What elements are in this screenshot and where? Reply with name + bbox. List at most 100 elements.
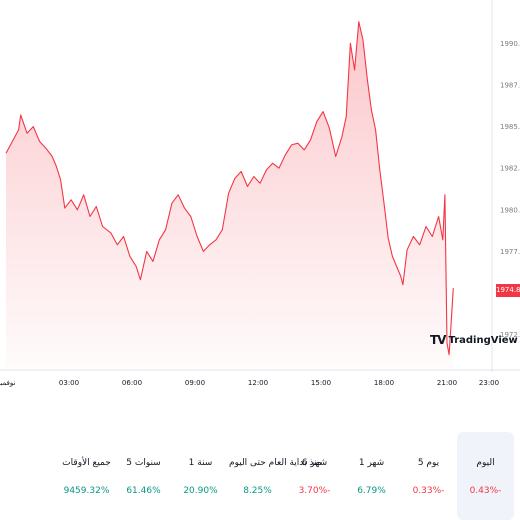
- data-point: [20, 114, 21, 115]
- data-point: [26, 133, 27, 134]
- data-point: [146, 251, 147, 252]
- data-point: [383, 203, 384, 204]
- data-point: [190, 216, 191, 217]
- chart-svg: 1990.00 1987.50 1985.00 1982.50 1980.00 1977.…: [0, 0, 520, 387]
- data-point: [358, 21, 359, 22]
- data-point: [215, 239, 216, 240]
- data-point: [64, 208, 65, 209]
- data-point: [140, 279, 141, 280]
- data-point: [329, 128, 330, 129]
- data-point: [407, 249, 408, 250]
- data-point: [285, 154, 286, 155]
- data-point: [413, 236, 414, 237]
- data-point: [375, 129, 376, 130]
- period-label: 5 يوم: [417, 458, 440, 468]
- data-point: [18, 129, 19, 130]
- time-axis-tick: 23:00: [479, 379, 499, 387]
- data-point: [316, 121, 317, 122]
- period-change-value: 3.70%-: [298, 486, 331, 496]
- period-label: 6 شهر: [301, 458, 328, 468]
- data-point: [89, 216, 90, 217]
- price-axis-tick: 1987.50: [500, 81, 520, 89]
- data-point: [304, 149, 305, 150]
- data-point: [442, 239, 443, 240]
- tradingview-logo-icon: TV: [430, 333, 447, 347]
- performance-period-5[interactable]: 1 سنة 20.90%: [172, 432, 229, 520]
- data-point: [110, 233, 111, 234]
- data-point: [247, 186, 248, 187]
- data-point: [159, 239, 160, 240]
- data-point: [184, 208, 185, 209]
- data-point: [5, 153, 6, 154]
- data-point: [33, 126, 34, 127]
- period-change-value: 20.90%: [183, 486, 218, 496]
- performance-period-3[interactable]: 6 شهر 3.70%-: [286, 432, 343, 520]
- period-change-value: 61.46%: [126, 486, 161, 496]
- data-point: [136, 266, 137, 267]
- data-point: [197, 236, 198, 237]
- period-label: 1 سنة: [188, 458, 213, 468]
- data-point: [77, 209, 78, 210]
- data-point: [371, 109, 372, 110]
- data-point: [400, 276, 401, 277]
- data-point: [117, 244, 118, 245]
- period-label: 5 سنوات: [126, 458, 161, 468]
- time-axis-tick: نوفمبر: [0, 379, 16, 387]
- data-point: [341, 136, 342, 137]
- period-change-value: 9459.32%: [63, 486, 110, 496]
- time-axis-tick: 03:00: [59, 379, 79, 387]
- performance-period-1[interactable]: 5 يوم 0.33%-: [400, 432, 457, 520]
- price-axis-tick: 1982.50: [500, 165, 520, 173]
- data-point: [222, 229, 223, 230]
- data-point: [234, 178, 235, 179]
- data-point: [432, 236, 433, 237]
- data-point: [56, 166, 57, 167]
- data-point: [396, 266, 397, 267]
- performance-period-4[interactable]: منذ بداية العام حتى اليوم 8.25%: [229, 432, 322, 520]
- data-point: [350, 43, 351, 44]
- data-point: [419, 244, 420, 245]
- data-point: [241, 171, 242, 172]
- data-point: [96, 206, 97, 207]
- data-point: [129, 256, 130, 257]
- period-label: منذ بداية العام حتى اليوم: [229, 458, 322, 468]
- period-label: اليوم: [476, 458, 495, 468]
- data-point: [278, 168, 279, 169]
- time-axis-tick: 15:00: [311, 379, 331, 387]
- data-point: [367, 78, 368, 79]
- series-area-fill: [6, 21, 454, 368]
- data-point: [12, 141, 13, 142]
- data-point: [39, 141, 40, 142]
- performance-period-0[interactable]: اليوم 0.43%-: [457, 432, 514, 520]
- data-point: [253, 176, 254, 177]
- data-point: [71, 199, 72, 200]
- performance-period-7[interactable]: جميع الأوقات 9459.32%: [58, 432, 115, 520]
- period-change-value: 8.25%: [243, 486, 272, 496]
- data-point: [354, 69, 355, 70]
- data-point: [438, 216, 439, 217]
- period-label: 1 شهر: [358, 458, 385, 468]
- period-change-value: 6.79%: [357, 486, 386, 496]
- price-axis-tick: 1972.50: [500, 331, 520, 339]
- data-point: [310, 139, 311, 140]
- data-point: [449, 354, 450, 355]
- data-point: [291, 144, 292, 145]
- data-point: [203, 251, 204, 252]
- price-chart[interactable]: 1990.00 1987.50 1985.00 1982.50 1980.00 1977.…: [0, 0, 520, 400]
- tradingview-watermark[interactable]: TV TradingView: [430, 333, 518, 347]
- data-point: [425, 226, 426, 227]
- data-point: [260, 183, 261, 184]
- data-point: [362, 39, 363, 40]
- performance-period-2[interactable]: 1 شهر 6.79%: [343, 432, 400, 520]
- data-point: [392, 256, 393, 257]
- data-point: [52, 156, 53, 157]
- tradingview-wordmark: TradingView: [448, 334, 518, 346]
- time-axis-tick: 09:00: [185, 379, 205, 387]
- time-axis-tick: 21:00: [437, 379, 457, 387]
- price-axis-tick: 1977.50: [500, 248, 520, 256]
- data-point: [171, 203, 172, 204]
- price-axis-tick: 1990.00: [500, 40, 520, 48]
- performance-period-6[interactable]: 5 سنوات 61.46%: [115, 432, 172, 520]
- data-point: [346, 116, 347, 117]
- data-point: [266, 169, 267, 170]
